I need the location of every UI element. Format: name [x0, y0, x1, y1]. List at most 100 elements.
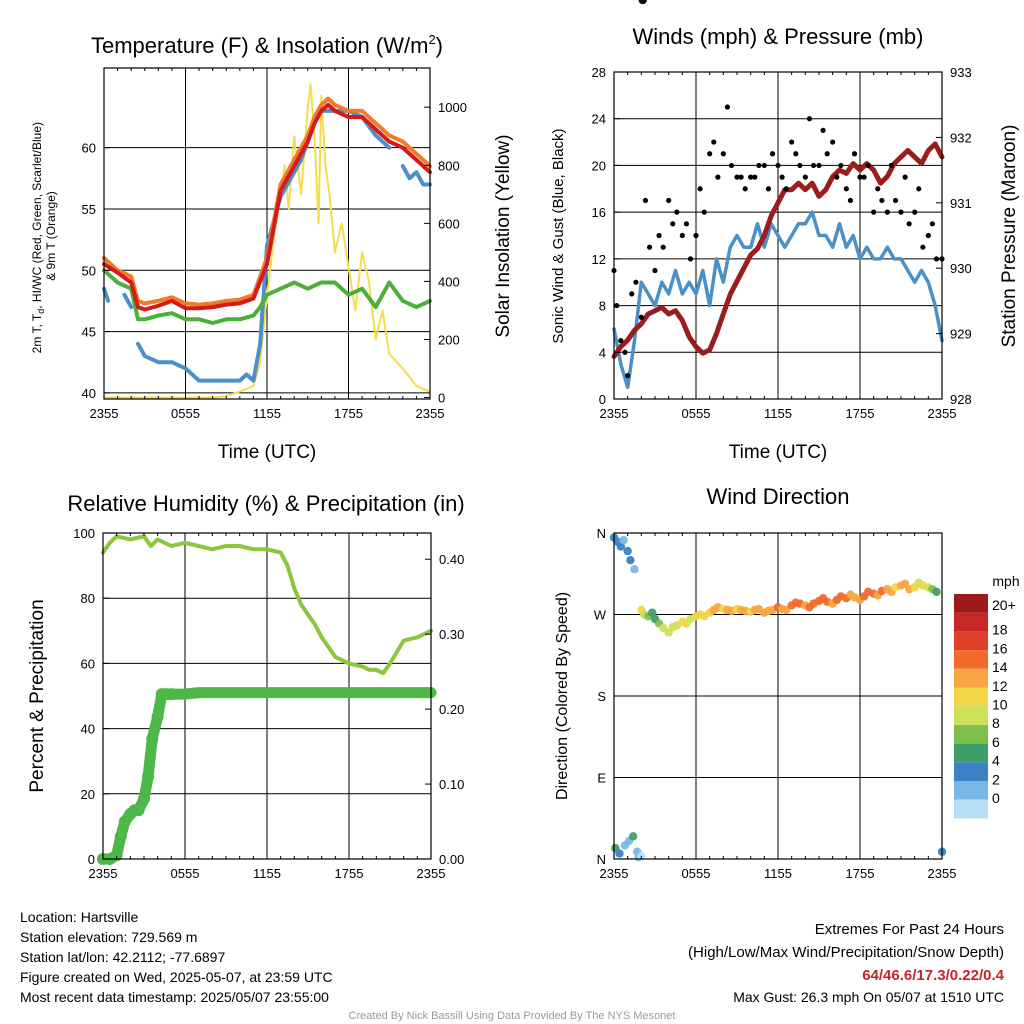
direction-point [630, 565, 639, 574]
location-text: Location: Hartsville [20, 909, 138, 925]
y-tick-label: 50 [82, 263, 96, 278]
insolation-ylabel: Solar Insolation (Yellow) [493, 134, 514, 337]
precip-point [110, 849, 123, 862]
x-tick-label: 2355 [928, 866, 957, 881]
gust-point [884, 209, 890, 215]
x-tick-label: 1155 [253, 866, 281, 881]
direction-point [619, 536, 628, 545]
colorbar-swatch [954, 724, 988, 744]
gust-point [756, 162, 762, 169]
winds-panel: Winds (mph) & Pressure (mb) 2355 0555 1155… [550, 24, 1020, 463]
gust-point [724, 104, 731, 110]
temperature-series-line [102, 268, 432, 325]
winds-ticks: 2355 0555 1155 1755 235504812162024289289299… [592, 65, 972, 421]
gust-point [797, 162, 803, 169]
gust-point [875, 186, 881, 192]
colorbar-label: 6 [992, 734, 1000, 750]
direction-point [628, 832, 638, 841]
x-tick-label: 2355 [600, 866, 629, 881]
gust-point [711, 139, 717, 145]
direction-point [616, 542, 626, 551]
direction-point [626, 555, 635, 565]
gust-point [646, 244, 653, 250]
temperature-ylabel-line1: 2m T, Td, HI/WC (Red, Green, Scarlet/Blu… [30, 122, 46, 353]
y-tick-label: 55 [82, 202, 96, 217]
gust-point [902, 174, 908, 180]
gust-point [830, 139, 836, 145]
latlon-text: Station lat/lon: 42.2112; -77.6897 [20, 949, 225, 965]
gust-point [838, 162, 844, 169]
y-tick-label: 28 [592, 65, 606, 80]
gust-point [752, 174, 758, 180]
humidity-ticks: 2355 0555 1155 1755 23550204060801000.000.10… [73, 526, 464, 881]
y2-tick-label: 931 [950, 196, 972, 211]
extremes-title: Extremes For Past 24 Hours [815, 921, 1004, 938]
gust-point [824, 151, 830, 157]
gust-point [697, 186, 703, 192]
credit-text: Created By Nick Bassill Using Data Provi… [349, 1010, 676, 1022]
gust-point [660, 244, 666, 250]
pressure-ylabel: Station Pressure (Maroon) [999, 125, 1020, 348]
gust-point [933, 256, 940, 262]
y2-tick-label: 933 [950, 65, 972, 80]
x-tick-label: 1755 [846, 406, 875, 421]
gust-point [820, 127, 826, 133]
gust-point [734, 174, 740, 180]
colorbar-label: 20+ [992, 597, 1016, 613]
gust-point [638, 314, 644, 320]
gust-point [633, 279, 639, 285]
temperature-series-line [102, 108, 432, 383]
colorbar-swatch [954, 743, 988, 763]
colorbar-swatch [954, 781, 988, 800]
humidity-panel: Relative Humidity (%) & Precipitation (i… [27, 491, 465, 881]
direction-point [623, 546, 632, 556]
colorbar-swatch [954, 706, 988, 725]
speed-colorbar: mph 20+ 18 16 14 12 10 8 6 4 2 0 [954, 573, 1020, 819]
recent-text: Most recent data timestamp: 2025/05/07 2… [20, 989, 329, 1005]
gust-point [720, 151, 726, 157]
y-tick-label: 8 [599, 299, 606, 314]
y2-tick-label: 200 [438, 332, 460, 347]
gust-point [738, 174, 744, 180]
station-info: Location: Hartsville Station elevation: … [20, 909, 333, 1005]
direction-point [932, 587, 941, 597]
gust-point [642, 197, 649, 204]
x-tick-label: 2355 [90, 406, 119, 421]
gust-point [810, 162, 817, 169]
elevation-text: Station elevation: 729.569 m [20, 929, 197, 945]
x-tick-label: 2355 [600, 406, 629, 421]
y-tick-label: 4 [599, 345, 606, 360]
gust-point [851, 151, 858, 157]
winds-grid [614, 72, 942, 399]
y2-tick-label: 0.10 [439, 777, 464, 792]
y-tick-label: 12 [592, 252, 606, 267]
colorbar-swatch [954, 762, 988, 781]
y-tick-label: 20 [592, 158, 606, 173]
y2-tick-label: 0.00 [439, 852, 464, 867]
gust-point [701, 209, 707, 215]
extremes-values: 64/46.6/17.3/0.22/0.4 [862, 967, 1004, 984]
colorbar-label: 12 [992, 678, 1008, 694]
humidity-ylabel: Percent & Precipitation [27, 599, 48, 792]
temperature-title-main: Temperature (F) & Insolation (W/m [91, 33, 428, 58]
y2-tick-label: 930 [950, 261, 972, 276]
y2-tick-label: 929 [950, 327, 972, 342]
gust-point [871, 209, 877, 215]
winds-title: Winds (mph) & Pressure (mb) [633, 24, 924, 49]
gust-point [742, 186, 748, 192]
temperature-series [102, 83, 432, 399]
temperature-ylabel-rest: , HI/WC (Red, Green, Scarlet/Blue) [30, 122, 44, 309]
humidity-series [97, 534, 437, 865]
colorbar-label: 18 [992, 622, 1008, 638]
colorbar-swatch [954, 631, 988, 651]
y-tick-label: 0 [599, 392, 606, 407]
y-tick-label: W [594, 608, 607, 623]
precip-point [151, 710, 164, 723]
created-text: Figure created on Wed, 2025-05-07, at 23… [20, 969, 333, 985]
precip-point [138, 793, 150, 806]
y-tick-label: 40 [81, 722, 95, 737]
gust-point [879, 197, 885, 204]
winds-xlabel: Time (UTC) [729, 442, 828, 463]
y2-tick-label: 600 [438, 216, 460, 231]
gust-point [618, 338, 624, 344]
